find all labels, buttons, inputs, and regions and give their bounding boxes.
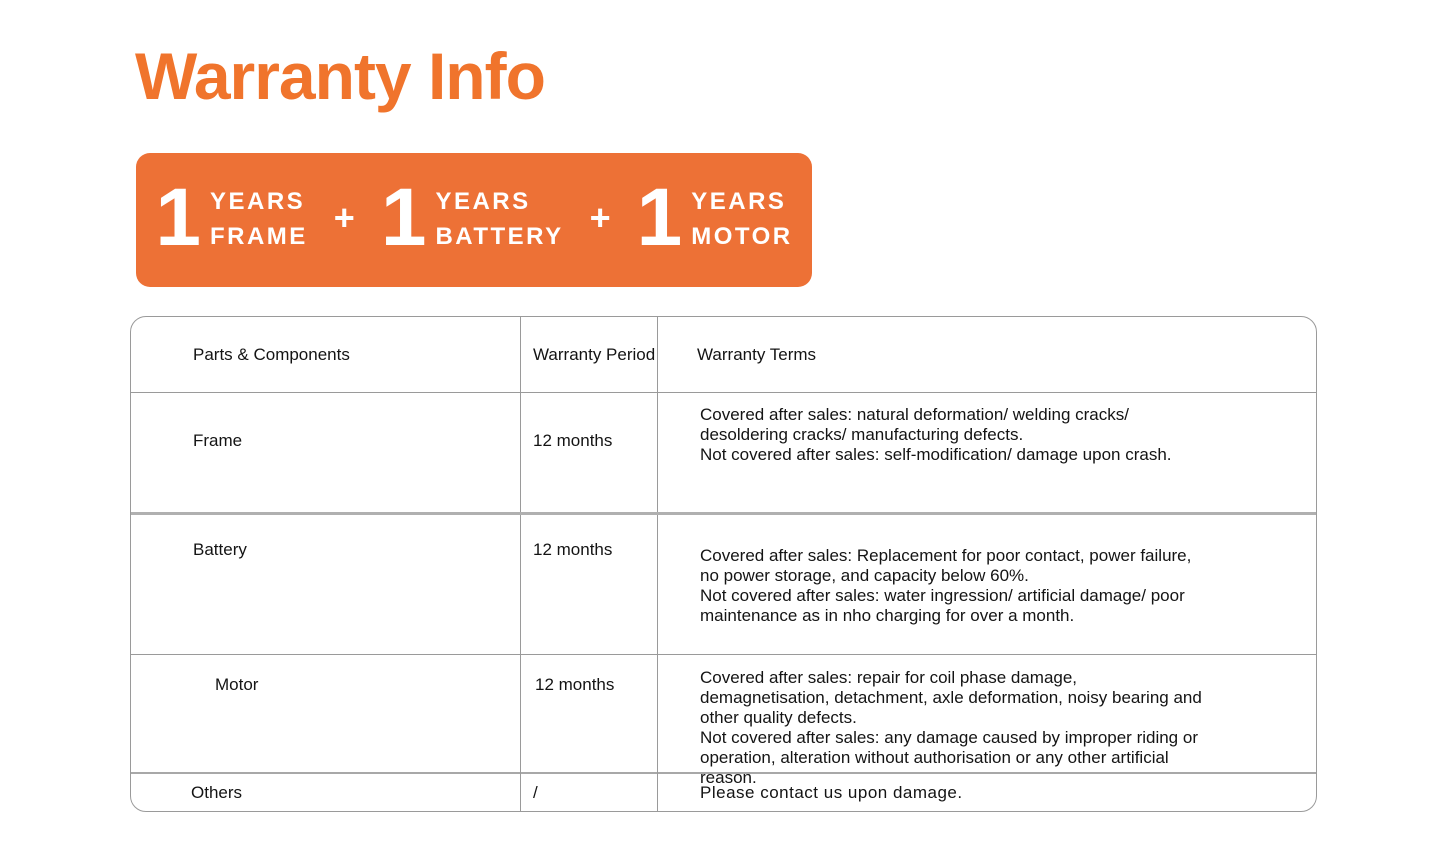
- header-warranty-terms: Warranty Terms: [697, 344, 817, 364]
- frame-years-number: 1: [155, 172, 201, 264]
- plus-icon: +: [333, 197, 355, 238]
- table-header-row: Parts & Components Warranty Period Warra…: [131, 317, 1316, 393]
- part-cell: Motor: [131, 655, 521, 788]
- header-parts-components: Parts & Components: [131, 317, 521, 392]
- terms-text: Covered after sales: repair for coil pha…: [700, 668, 1202, 787]
- motor-years-label: YEARS MOTOR: [691, 185, 792, 255]
- warranty-banner: 1 YEARS FRAME + 1 YEARS BATTERY + 1 YEAR…: [136, 153, 812, 287]
- period-cell: 12 months: [521, 393, 658, 512]
- terms-text: Covered after sales: natural deformation…: [700, 405, 1172, 464]
- terms-cell: Covered after sales: repair for coil pha…: [658, 655, 1316, 788]
- period-cell: 12 months: [521, 655, 658, 788]
- battery-years-label: YEARS BATTERY: [435, 185, 563, 255]
- part-cell: Battery: [131, 515, 521, 654]
- page-title: Warranty Info: [135, 39, 546, 113]
- header-warranty-period: Warranty Period: [521, 317, 658, 392]
- frame-years-word: YEARS: [209, 188, 306, 216]
- table-row-frame: Frame 12 months Covered after sales: nat…: [131, 393, 1316, 515]
- motor-years-number: 1: [636, 172, 683, 264]
- banner-item-frame: 1 YEARS FRAME: [155, 172, 308, 264]
- part-cell: Frame: [131, 393, 521, 512]
- table-row-others: Others / Please contact us upon damage.: [131, 774, 1316, 811]
- banner-item-battery: 1 YEARS BATTERY: [380, 172, 564, 264]
- motor-years-word: YEARS: [691, 188, 787, 216]
- terms-text: Please contact us upon damage.: [700, 782, 963, 802]
- motor-part-word: MOTOR: [691, 223, 793, 250]
- table-row-motor: Motor 12 months Covered after sales: rep…: [131, 655, 1316, 788]
- plus-icon: +: [589, 197, 611, 238]
- period-cell: 12 months: [521, 515, 658, 654]
- battery-years-number: 1: [380, 172, 427, 264]
- frame-years-label: YEARS FRAME: [210, 185, 308, 255]
- table-row-battery: Battery 12 months Covered after sales: R…: [131, 515, 1316, 655]
- warranty-table: Parts & Components Warranty Period Warra…: [130, 316, 1317, 812]
- terms-cell: Covered after sales: Replacement for poo…: [658, 515, 1316, 654]
- terms-text: Covered after sales: Replacement for poo…: [700, 546, 1192, 625]
- terms-cell: Covered after sales: natural deformation…: [658, 393, 1316, 512]
- frame-part-word: FRAME: [209, 223, 308, 250]
- period-cell: /: [521, 774, 658, 811]
- battery-part-word: BATTERY: [435, 223, 564, 250]
- banner-item-motor: 1 YEARS MOTOR: [636, 172, 793, 264]
- battery-years-word: YEARS: [435, 188, 531, 216]
- terms-cell: Please contact us upon damage.: [658, 774, 1316, 811]
- part-cell: Others: [131, 774, 521, 811]
